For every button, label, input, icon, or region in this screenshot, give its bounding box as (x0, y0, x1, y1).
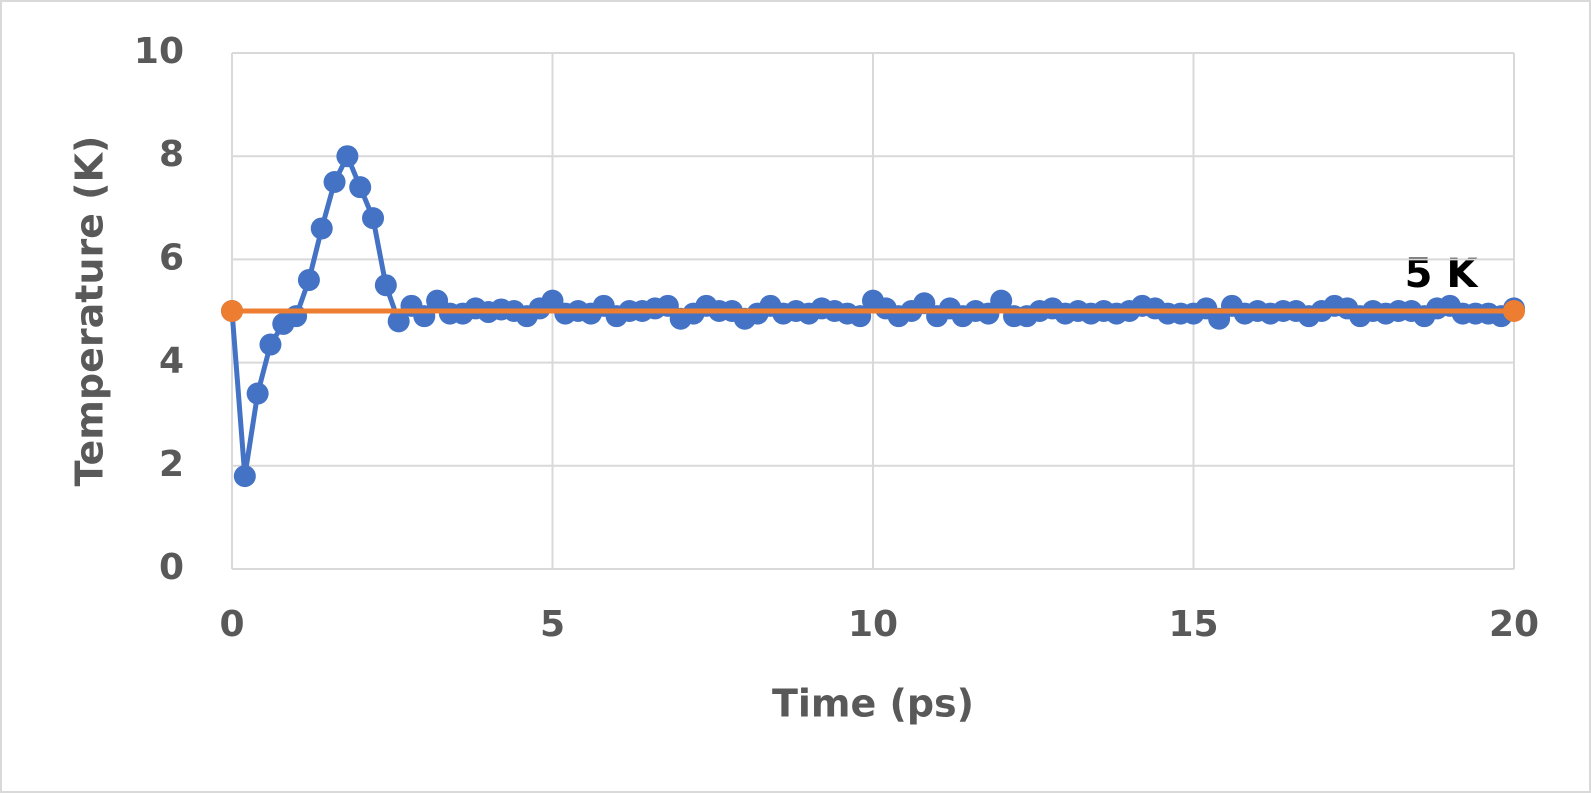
data-point (297, 269, 320, 292)
y-tick-label: 8 (159, 134, 184, 175)
data-point (310, 217, 333, 240)
x-tick-label: 20 (1489, 604, 1539, 645)
annotation: 5 K (1405, 251, 1480, 297)
y-tick-label: 10 (134, 31, 184, 72)
x-tick-label: 15 (1168, 604, 1218, 645)
data-point (362, 207, 385, 230)
data-point (221, 300, 243, 322)
y-axis-title: Temperature (K) (68, 136, 112, 487)
data-point (1503, 300, 1525, 322)
y-tick-label: 4 (159, 341, 184, 382)
x-axis-title: Time (ps) (772, 682, 974, 726)
y-tick-label: 6 (159, 237, 184, 278)
data-point (233, 465, 256, 488)
data-point (246, 382, 269, 405)
data-point (349, 176, 372, 199)
data-point (259, 333, 282, 356)
x-tick-label: 10 (848, 604, 898, 645)
x-tick-label: 5 (540, 604, 565, 645)
data-point (336, 145, 359, 168)
data-point (323, 171, 346, 193)
y-tick-label: 0 (159, 547, 184, 588)
y-tick-label: 2 (159, 444, 184, 485)
x-tick-label: 0 (219, 604, 244, 645)
data-point (285, 305, 308, 328)
data-point (387, 310, 410, 333)
data-point (990, 289, 1013, 312)
data-point (374, 274, 397, 297)
